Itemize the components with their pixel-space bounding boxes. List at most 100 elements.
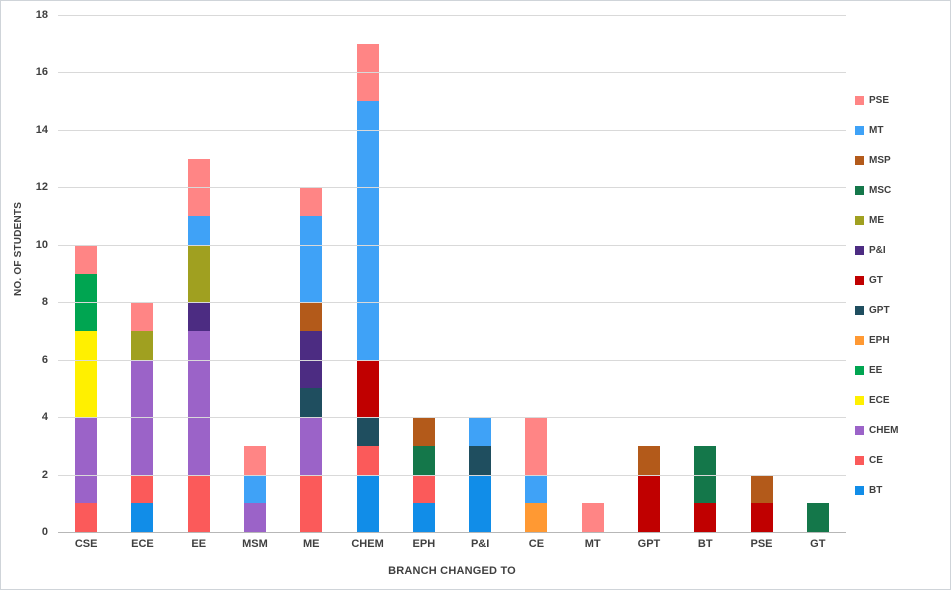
stacked-bar-CE (525, 15, 548, 532)
category-slot (565, 15, 621, 532)
y-axis-title: NO. OF STUDENTS (13, 201, 24, 296)
category-slot (171, 15, 227, 532)
legend-swatch (855, 486, 864, 495)
bar-segment-MSM-CHEM (243, 503, 266, 532)
x-tick-label: EE (191, 538, 207, 550)
x-tick-label: MSM (242, 538, 268, 550)
gridline (58, 302, 846, 304)
legend-item-GPT: GPT (855, 305, 898, 316)
bar-segment-CHEM-GT (356, 359, 379, 418)
bar-segment-EE-CE (187, 474, 210, 532)
y-tick-label: 2 (41, 468, 48, 481)
bar-segment-EPH-BT (412, 503, 435, 532)
x-tick-label: P&I (470, 538, 490, 550)
y-tick-label: 6 (41, 353, 48, 366)
stacked-bar-CSE (75, 15, 98, 532)
bar-segment-EPH-CE (412, 474, 435, 504)
x-tick-label: CSE (74, 538, 98, 550)
gridline (58, 244, 846, 246)
bar-segment-CHEM-CE (356, 445, 379, 475)
category-slot (790, 15, 846, 532)
legend-swatch (855, 366, 864, 375)
legend-label: CHEM (869, 425, 899, 436)
legend-label: MSP (869, 155, 891, 166)
category-slot (677, 15, 733, 532)
bar-segment-ECE-BT (131, 503, 154, 532)
category-slot (283, 15, 339, 532)
legend-swatch (855, 246, 864, 255)
x-tick-label: MT (584, 538, 601, 550)
y-tick-label: 14 (35, 123, 48, 136)
legend-swatch (855, 216, 864, 225)
legend-item-EPH: EPH (855, 335, 898, 346)
legend-item-CHEM: CHEM (855, 425, 898, 436)
bar-segment-BT-GT (694, 503, 717, 532)
legend-item-PSE: PSE (855, 95, 898, 106)
category-slot (452, 15, 508, 532)
gridline (58, 187, 846, 189)
x-tick-label: ECE (131, 538, 154, 550)
y-tick-label: 10 (35, 238, 48, 251)
legend-item-CE: CE (855, 455, 898, 466)
stacked-bar-MSM (243, 15, 266, 532)
category-slot (58, 15, 114, 532)
bar-segment-EPH-MSC (412, 445, 435, 475)
stacked-bar-P&I (469, 15, 492, 532)
legend-label: MSC (869, 185, 892, 196)
category-slot (733, 15, 789, 532)
x-axis-title: BRANCH CHANGED TO (388, 565, 516, 577)
x-tick-label: EPH (412, 538, 436, 550)
legend-swatch (855, 336, 864, 345)
bar-segment-CHEM-MT (356, 101, 379, 360)
bar-segment-GT-MSC (806, 503, 829, 532)
bar-segment-MSM-MT (243, 474, 266, 504)
bar-segment-PSE-MSP (750, 474, 773, 504)
legend-swatch (855, 276, 864, 285)
legend-item-MT: MT (855, 125, 898, 136)
stacked-bar-ECE (131, 15, 154, 532)
bar-segment-EE-ME (187, 244, 210, 303)
bar-segment-CE-PSE (525, 417, 548, 475)
bar-segment-EE-MT (187, 216, 210, 245)
legend-swatch (855, 396, 864, 405)
bars-row (58, 15, 846, 532)
x-tick-label: CE (528, 538, 545, 550)
legend-swatch (855, 306, 864, 315)
x-tick-label: CHEM (351, 538, 384, 550)
legend-item-BT: BT (855, 485, 898, 496)
bar-segment-CSE-ECE (75, 330, 98, 418)
bar-segment-ECE-PSE (131, 302, 154, 331)
stacked-bar-EE (187, 15, 210, 532)
stacked-bar-ME (300, 15, 323, 532)
bar-segment-GPT-MSP (637, 445, 660, 475)
bar-segment-CSE-PSE (75, 244, 98, 274)
stacked-bar-EPH (412, 15, 435, 532)
stacked-bar-MT (581, 15, 604, 532)
legend-label: CE (869, 455, 883, 466)
bar-segment-ME-MSP (300, 302, 323, 331)
legend-label: EE (869, 365, 883, 376)
legend-label: ECE (869, 395, 890, 406)
legend-swatch (855, 96, 864, 105)
bar-segment-ECE-ME (131, 330, 154, 360)
legend-label: ME (869, 215, 884, 226)
bar-segment-EE-P&I (187, 302, 210, 331)
legend-item-P&I: P&I (855, 245, 898, 256)
bar-segment-P&I-BT (469, 474, 492, 532)
legend-item-MSP: MSP (855, 155, 898, 166)
category-slot (396, 15, 452, 532)
bar-segment-EPH-MSP (412, 417, 435, 446)
legend-swatch (855, 126, 864, 135)
bar-segment-CSE-CE (75, 503, 98, 532)
legend-label: GPT (869, 305, 890, 316)
bar-segment-ME-CE (300, 474, 323, 532)
gridline (58, 129, 846, 131)
gridline (58, 417, 846, 419)
legend-item-GT: GT (855, 275, 898, 286)
bar-segment-P&I-MT (469, 417, 492, 446)
legend-item-ME: ME (855, 215, 898, 226)
x-tick-label: GPT (637, 538, 661, 550)
x-axis-tick-labels: CSE ECE EE MSM ME CHEM EPH P&I CE MT GPT BT PSE GT (58, 538, 846, 550)
stacked-bar-BT (694, 15, 717, 532)
category-slot (114, 15, 170, 532)
